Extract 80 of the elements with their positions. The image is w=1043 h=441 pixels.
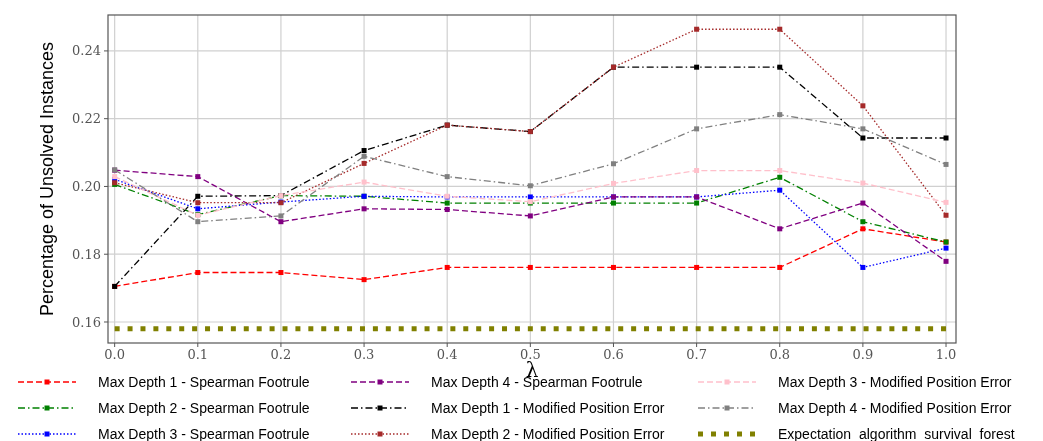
point <box>777 174 783 180</box>
legend-label: Max Depth 3 - Modified Position Error <box>778 373 1012 390</box>
legend-label: Expectation_algorithm_survival_forest <box>778 425 1015 441</box>
y-tick-label: 0.18 <box>72 246 101 262</box>
y-axis-title: Percentage of Unsolved Instances <box>37 41 57 317</box>
point <box>195 270 201 276</box>
point <box>860 135 866 141</box>
point <box>860 226 866 232</box>
point <box>777 226 783 232</box>
legend-label: Max Depth 3 - Spearman Footrule <box>98 425 310 441</box>
point <box>860 219 866 225</box>
y-tick-label: 0.16 <box>72 314 101 330</box>
point <box>777 112 783 118</box>
point <box>195 206 201 212</box>
x-tick-label: 0.9 <box>852 347 874 362</box>
x-tick-label: 0.2 <box>270 347 292 362</box>
x-tick-label: 1.0 <box>935 347 957 362</box>
legend-label: Max Depth 2 - Modified Position Error <box>431 425 665 441</box>
point <box>610 161 616 167</box>
point <box>694 200 700 206</box>
point <box>361 179 367 185</box>
point <box>195 193 201 199</box>
legend-label: Max Depth 4 - Modified Position Error <box>778 399 1012 416</box>
point <box>860 264 866 270</box>
point <box>278 219 284 225</box>
point <box>943 135 949 141</box>
y-tick-label: 0.20 <box>72 179 101 194</box>
x-tick-label: 0.8 <box>769 347 791 362</box>
point <box>694 126 700 132</box>
legend-label: Max Depth 2 - Spearman Footrule <box>98 399 310 416</box>
point <box>777 187 783 193</box>
y-tick-label: 0.22 <box>72 111 101 127</box>
point <box>361 160 367 166</box>
point <box>777 168 783 174</box>
x-tick-label: 0.0 <box>104 347 125 362</box>
point <box>361 277 367 283</box>
point <box>361 148 367 154</box>
point <box>361 206 367 212</box>
point <box>694 168 700 174</box>
point <box>610 180 616 186</box>
point <box>860 103 866 109</box>
point <box>943 258 949 264</box>
point <box>444 207 450 212</box>
point <box>777 26 783 32</box>
point <box>195 219 201 225</box>
x-tick-label: 0.1 <box>187 347 209 362</box>
point <box>527 213 533 219</box>
point <box>943 161 949 167</box>
point <box>610 264 616 270</box>
point <box>444 200 450 206</box>
x-tick-label: 0.5 <box>519 347 541 362</box>
point <box>527 183 533 189</box>
point <box>278 213 284 219</box>
x-tick-label: 0.4 <box>436 347 458 362</box>
x-tick-label: 0.7 <box>686 347 707 362</box>
point <box>943 199 949 205</box>
point <box>610 200 616 206</box>
point <box>694 64 700 70</box>
y-tick-label: 0.24 <box>72 43 101 59</box>
point <box>943 245 949 251</box>
point <box>860 200 866 206</box>
point <box>694 26 700 32</box>
x-tick-label: 0.3 <box>353 347 375 362</box>
point <box>694 264 700 270</box>
point <box>777 64 783 70</box>
x-tick-label: 0.6 <box>603 347 624 362</box>
point <box>278 270 284 276</box>
point <box>943 212 949 218</box>
legend-label: Max Depth 1 - Modified Position Error <box>431 399 665 416</box>
legend-label: Max Depth 1 - Spearman Footrule <box>98 373 310 390</box>
point <box>444 174 450 180</box>
point <box>777 264 783 270</box>
point <box>195 174 201 180</box>
point <box>195 200 201 206</box>
point <box>860 126 866 132</box>
point <box>361 153 367 159</box>
point <box>527 264 533 270</box>
point <box>860 180 866 186</box>
point <box>444 264 450 270</box>
point <box>527 194 533 200</box>
